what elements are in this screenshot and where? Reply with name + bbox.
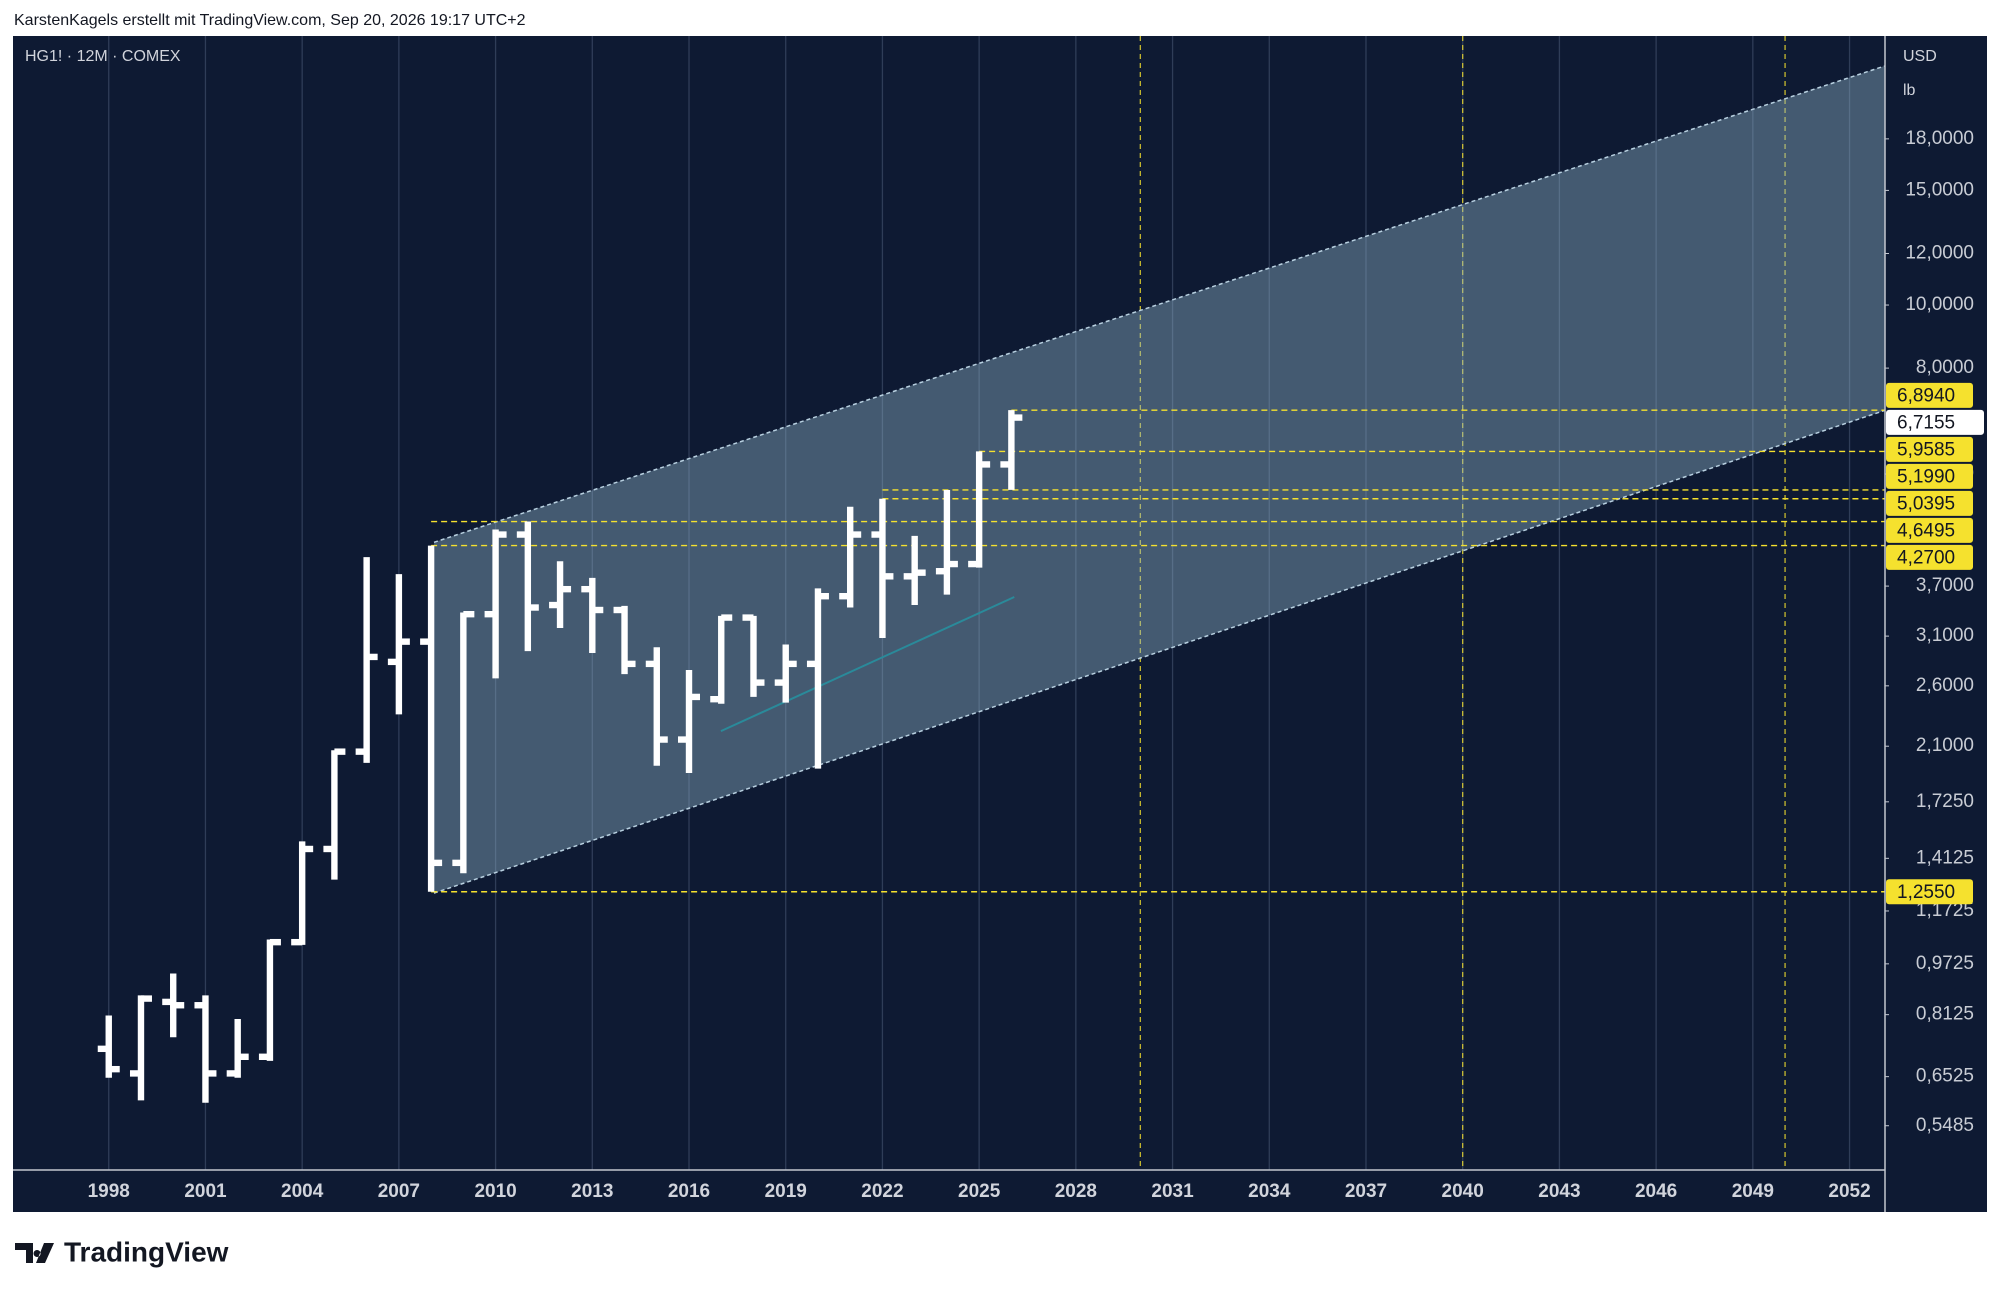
- credit: KarstenKagels erstellt mit TradingView.c…: [14, 12, 526, 29]
- x-tick-label: 1998: [88, 1181, 130, 1202]
- x-tick-label: 2037: [1345, 1181, 1387, 1202]
- channel-edge: [433, 65, 1885, 544]
- x-tick-label: 2046: [1635, 1181, 1677, 1202]
- x-tick-label: 2043: [1538, 1181, 1580, 1202]
- price-badge: [1886, 490, 1973, 516]
- channel-edge: [433, 409, 1885, 894]
- y-tick-label: 15,0000: [1905, 179, 1974, 200]
- y-tick-label: 0,5485: [1916, 1115, 1974, 1136]
- price-badge-label: 6,7155: [1897, 412, 1955, 433]
- y-tick-label: 3,7000: [1916, 575, 1974, 596]
- plot: [97, 36, 1885, 1170]
- y-tick-label: 0,8125: [1916, 1004, 1974, 1025]
- x-tick-label: 2007: [378, 1181, 420, 1202]
- price-badge: [1886, 463, 1973, 489]
- trendline: [720, 596, 1015, 733]
- x-tick-label: 2001: [184, 1181, 227, 1202]
- price-badge: [1886, 544, 1973, 570]
- y-tick-label: 12,0000: [1905, 243, 1974, 264]
- y-tick-label: 3,1000: [1916, 625, 1974, 646]
- y-tick-label: 8,0000: [1916, 357, 1974, 378]
- x-tick-label: 2040: [1442, 1181, 1484, 1202]
- y-tick-label: 2,1000: [1916, 735, 1974, 756]
- x-tick-label: 2016: [668, 1181, 710, 1202]
- x-tick-label: 2034: [1248, 1181, 1291, 1202]
- price-badge-label: 5,9585: [1897, 439, 1955, 460]
- price-badge-label: 4,2700: [1897, 547, 1955, 568]
- y-tick-label: 1,1725: [1916, 900, 1974, 921]
- brand-name: TradingView: [64, 1236, 229, 1267]
- x-tick-label: 2004: [281, 1181, 324, 1202]
- price-badge-label: 1,2550: [1897, 882, 1955, 903]
- x-tick-label: 2019: [765, 1181, 807, 1202]
- x-tick-label: 2022: [861, 1181, 903, 1202]
- x-tick-label: 2013: [571, 1181, 613, 1202]
- x-tick-label: 2049: [1732, 1181, 1774, 1202]
- y-tick-label: 2,6000: [1916, 675, 1974, 696]
- price-badge-label: 5,1990: [1897, 466, 1955, 487]
- y-tick-label: 1,4125: [1916, 847, 1974, 868]
- y-tick-label: 0,9725: [1916, 953, 1974, 974]
- x-tick-label: 2010: [474, 1181, 516, 1202]
- y-tick-label: 10,0000: [1905, 294, 1974, 315]
- price-badge-label: 4,6495: [1897, 520, 1955, 541]
- x-tick-label: 2025: [958, 1181, 1001, 1202]
- x-tick-label: 2028: [1055, 1181, 1097, 1202]
- channel-fill: [434, 65, 1885, 894]
- brand-logo: TradingView: [15, 1236, 229, 1267]
- x-tick-label: 2052: [1828, 1181, 1870, 1202]
- unit: lb: [1903, 82, 1916, 99]
- price-badge: [1886, 382, 1973, 408]
- x-tick-label: 2031: [1151, 1181, 1194, 1202]
- price-badge: [1886, 436, 1973, 462]
- symbol-title: HG1! · 12M · COMEX: [25, 48, 181, 65]
- logo-icon: [15, 1243, 54, 1263]
- price-badge-label: 6,8940: [1897, 385, 1955, 406]
- y-tick-label: 18,0000: [1905, 128, 1974, 149]
- price-badge: [1886, 879, 1973, 905]
- price-badge-label: 5,0395: [1897, 493, 1955, 514]
- chart-background: [13, 36, 1987, 1212]
- price-badge: [1886, 409, 1984, 435]
- y-tick-label: 0,6525: [1916, 1066, 1974, 1087]
- price-badge: [1886, 517, 1973, 543]
- y-tick-label: 1,7250: [1916, 791, 1974, 812]
- currency: USD: [1903, 48, 1937, 65]
